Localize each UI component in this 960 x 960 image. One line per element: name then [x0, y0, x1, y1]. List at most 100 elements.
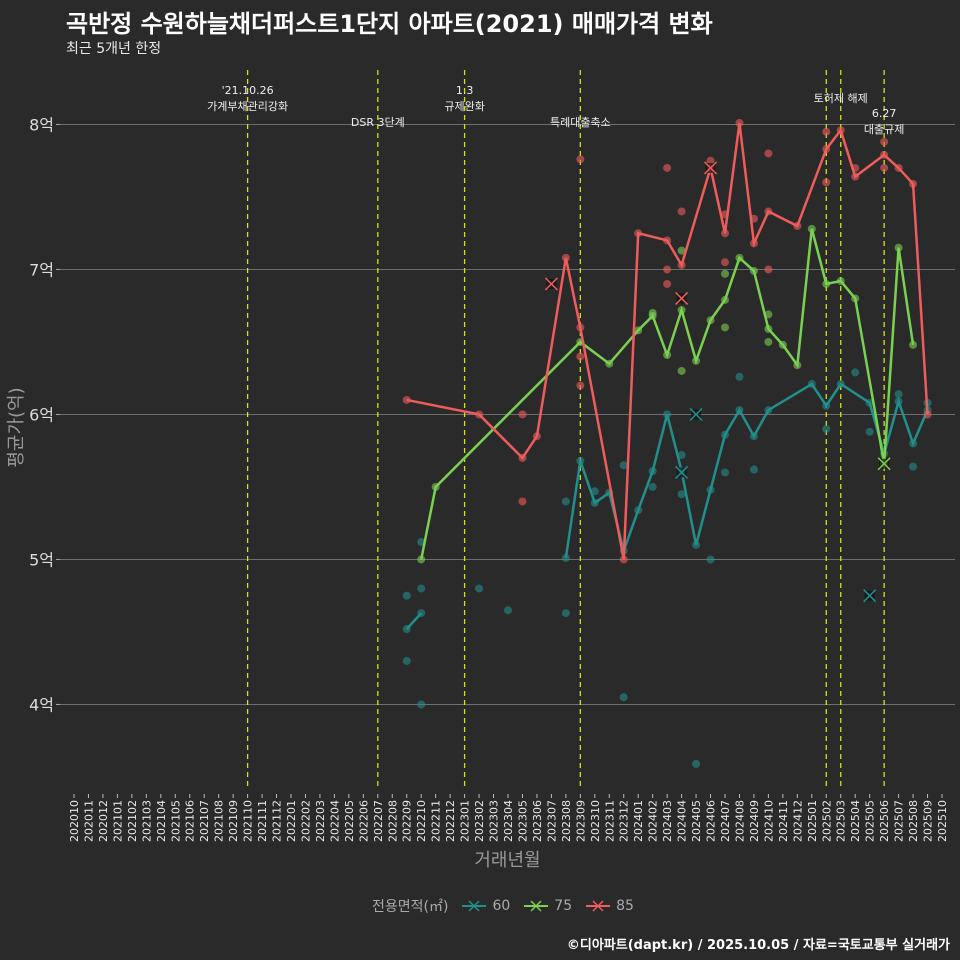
line-point [749, 239, 758, 248]
line-point [532, 432, 541, 441]
data-point [851, 368, 860, 377]
x-tick-label: 202207 [372, 800, 385, 842]
chart-title: 곡반정 수원하늘채더퍼스트1단지 아파트(2021) 매매가격 변화 [66, 10, 713, 38]
event-label: 가계부채관리강화 [207, 100, 288, 113]
line-point [880, 150, 889, 159]
x-tick-label: 202212 [444, 800, 457, 842]
x-tick-label: 202505 [864, 800, 877, 842]
line-point [576, 456, 585, 465]
line-point [663, 236, 672, 245]
data-point [677, 246, 686, 255]
data-point [663, 163, 672, 172]
line-point [735, 119, 744, 127]
event-label: 특례대출축소 [550, 116, 611, 129]
x-tick-label: 202408 [733, 800, 746, 842]
x-tick-label: 202103 [140, 800, 153, 842]
x-tick-label: 202504 [849, 800, 862, 842]
x-tick-label: 202106 [184, 800, 197, 842]
line-point [894, 163, 903, 172]
data-point [402, 591, 411, 600]
event-label: '21.10.26 [222, 84, 274, 97]
cross-marker [689, 407, 703, 421]
x-tick-label: 202404 [676, 800, 689, 842]
x-tick-label: 202407 [719, 800, 732, 842]
legend-key-icon [524, 900, 549, 912]
legend-key-icon [586, 900, 611, 912]
line-point [749, 266, 758, 275]
x-tick-label: 202011 [82, 800, 95, 842]
x-axis-title: 거래년월 [474, 850, 540, 871]
legend-label: 85 [616, 898, 634, 914]
line-point [894, 397, 903, 406]
x-tick-label: 202409 [748, 800, 761, 842]
data-point [402, 656, 411, 665]
x-tick-label: 202402 [647, 800, 660, 842]
line-point [417, 555, 426, 564]
data-point [475, 584, 484, 593]
x-tick-label: 202108 [213, 800, 226, 842]
data-point [648, 482, 657, 491]
x-tick-label: 202410 [762, 800, 775, 842]
data-point [518, 497, 527, 506]
line-point [909, 179, 918, 188]
x-tick-label: 202203 [314, 800, 327, 842]
x-tick-label: 202302 [473, 800, 486, 842]
chart-subtitle: 최근 5개년 한정 [66, 41, 162, 57]
line-point [677, 306, 686, 315]
data-point [706, 555, 715, 564]
event-label: 규제완화 [444, 100, 484, 113]
x-tick-label: 202201 [285, 800, 298, 842]
y-tick-label: 4억 [29, 695, 54, 714]
data-point [764, 149, 773, 158]
data-point [518, 410, 527, 419]
x-tick-label: 202501 [806, 800, 819, 842]
y-axis-title: 평균가(억) [6, 387, 27, 467]
line-point [634, 506, 643, 515]
line-point [865, 398, 874, 407]
x-tick-label: 202012 [97, 800, 110, 842]
line-point [793, 361, 802, 370]
line-point [663, 410, 672, 419]
y-tick-label: 5억 [29, 550, 54, 569]
x-tick-label: 202403 [661, 800, 674, 842]
data-point [504, 606, 512, 615]
data-point [561, 497, 570, 506]
line-point [749, 432, 758, 441]
data-point [677, 490, 686, 499]
cross-marker [675, 291, 689, 305]
x-tick-label: 202406 [705, 800, 718, 842]
event-label: 6.27 [872, 107, 897, 120]
line-point [721, 295, 729, 304]
line-point [417, 609, 426, 618]
x-tick-label: 202304 [502, 800, 515, 842]
line-point [822, 279, 831, 288]
data-point [721, 468, 729, 477]
x-tick-label: 202101 [111, 800, 124, 842]
x-tick-label: 202209 [401, 800, 414, 842]
legend-label: 75 [554, 898, 573, 914]
line-point [807, 224, 816, 233]
data-point [561, 609, 570, 618]
x-tick-label: 202411 [777, 800, 790, 842]
x-tick-label: 202112 [271, 800, 284, 842]
data-point [677, 451, 686, 460]
legend-label: 60 [492, 898, 511, 914]
line-point [764, 207, 773, 216]
line-point [677, 261, 686, 270]
x-tick-label: 202510 [936, 800, 949, 842]
x-tick-label: 202205 [343, 800, 356, 842]
x-tick-label: 202405 [690, 800, 703, 842]
line-point [909, 340, 918, 349]
line-point [576, 323, 585, 332]
x-tick-label: 202310 [589, 800, 602, 842]
line-point [807, 380, 816, 388]
data-point [417, 584, 426, 593]
event-label: 대출규제 [864, 123, 904, 136]
data-point [894, 390, 903, 399]
line-point [663, 351, 672, 359]
data-point [576, 155, 585, 164]
x-tick-label: 202303 [488, 800, 501, 842]
x-tick-label: 202506 [878, 800, 891, 842]
data-point [880, 137, 889, 146]
x-tick-label: 202509 [922, 800, 935, 842]
